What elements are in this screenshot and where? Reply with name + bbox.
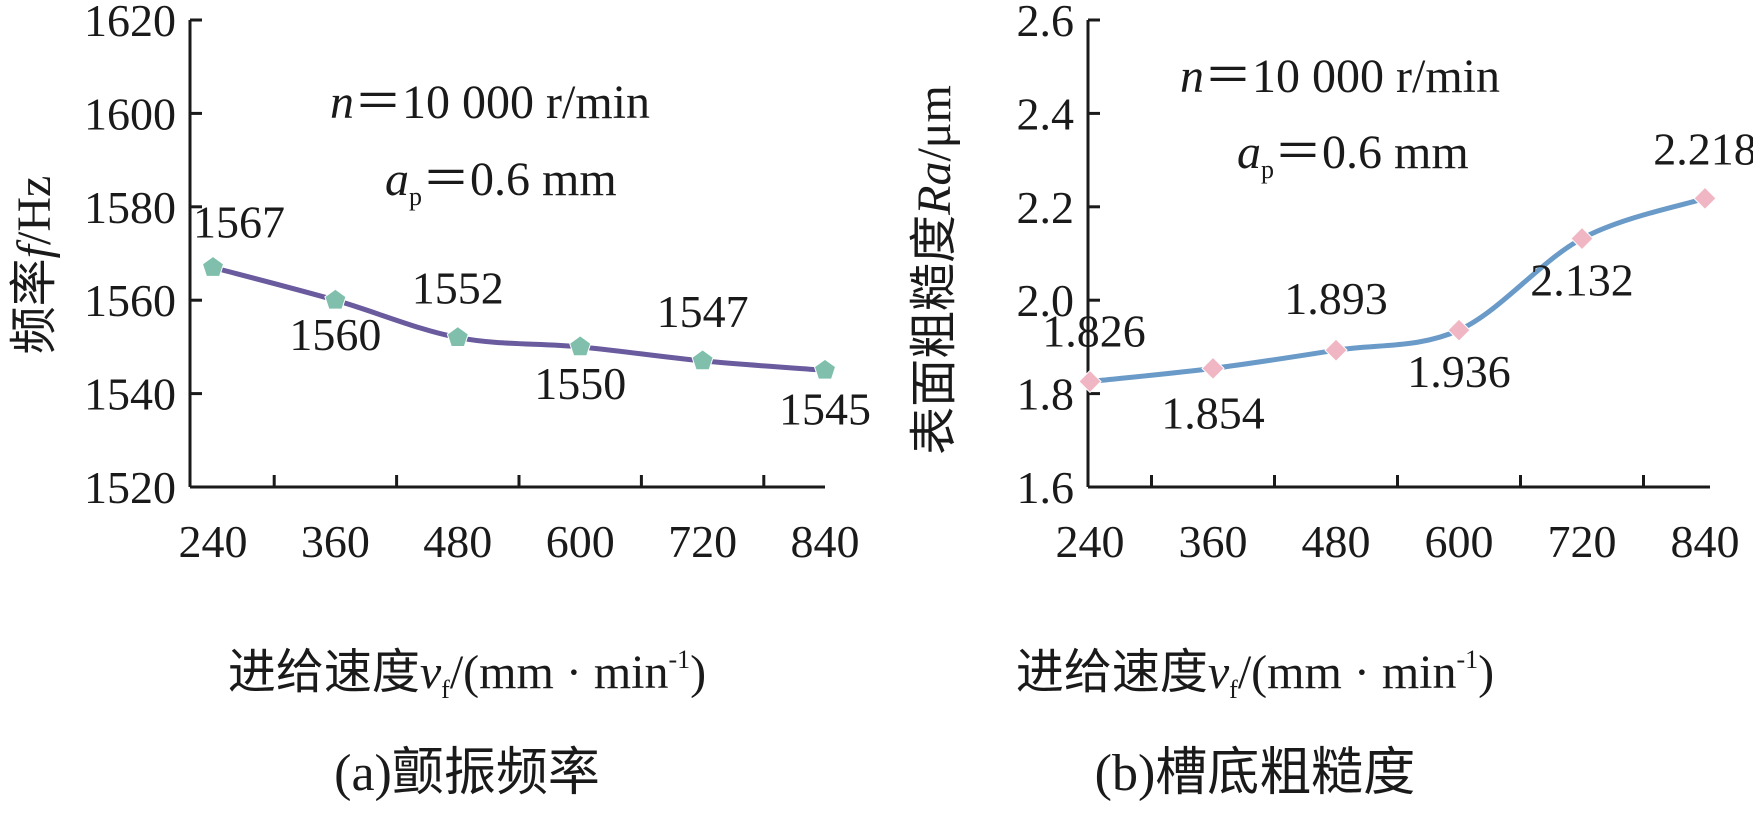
panel-b-x-tick-label: 360 <box>1179 516 1248 567</box>
panel-b-data-label: 1.936 <box>1407 346 1511 397</box>
panel-a-data-label: 1552 <box>412 263 504 314</box>
panel-a-data-point <box>569 335 592 357</box>
panel-b-y-tick-label: 1.8 <box>1017 369 1075 420</box>
panel-b-data-point <box>1570 226 1594 251</box>
panel-a-data-label: 1545 <box>779 383 871 434</box>
panel-b-data-label: 1.854 <box>1161 387 1265 438</box>
panel-a-x-tick-label: 360 <box>301 516 370 567</box>
panel-b-data-point <box>1078 369 1102 394</box>
panel-a-x-ticks: 240 360 480 600 720 840 <box>179 475 860 567</box>
panel-a-y-tick-label: 1520 <box>84 462 176 513</box>
panel-b-annotation-line2: ap＝0.6 mm <box>1237 126 1469 184</box>
panel-b-y-axis-label: 表面粗糙度Ra/μm <box>908 85 961 455</box>
panel-a-caption: (a)颤振频率 <box>334 745 600 802</box>
panel-a-data-label: 1567 <box>193 197 285 248</box>
panel-a-data-labels: 1567 1560 1552 1550 1547 1545 <box>193 197 871 435</box>
panel-a-x-tick-label: 240 <box>179 516 248 567</box>
panel-a-data-label: 1547 <box>657 286 749 337</box>
panel-a-y-tick-label: 1620 <box>84 0 176 46</box>
panel-b-series-line <box>1089 196 1706 384</box>
panel-a-y-tick-label: 1580 <box>84 182 176 233</box>
panel-b-data-label: 2.218 <box>1653 123 1753 174</box>
panel-b-data-labels: 1.826 1.854 1.893 1.936 2.132 2.218 <box>1042 123 1753 438</box>
panel-a-y-tick-label: 1540 <box>84 369 176 420</box>
panel-a-x-tick-label: 600 <box>546 516 615 567</box>
panel-a-y-tick-label: 1560 <box>84 275 176 326</box>
panel-b-data-point <box>1201 356 1225 381</box>
panel-a-series <box>201 255 837 380</box>
panel-b-data-label: 1.893 <box>1284 273 1388 324</box>
panel-b-y-ticks: 1.6 1.8 2.0 2.2 2.4 2.6 <box>1017 0 1100 513</box>
panel-b-roughness: 1.6 1.8 2.0 2.2 2.4 2.6 240 360 480 600 720 840 1.… <box>908 0 1753 802</box>
panel-a-annotation-line1: n＝10 000 r/min <box>330 76 650 129</box>
panel-b-x-tick-label: 600 <box>1425 516 1494 567</box>
panel-a-axes <box>188 20 825 489</box>
panel-a-x-tick-label: 480 <box>423 516 492 567</box>
panel-b-caption: (b)槽底粗糙度 <box>1095 745 1416 802</box>
panel-a-data-point <box>691 349 714 371</box>
panel-b-annotation-line1: n＝10 000 r/min <box>1180 50 1500 103</box>
panel-b-data-point <box>1693 186 1717 211</box>
panel-a-x-axis-label: 进给速度vf/(mm · min-1) <box>228 645 706 704</box>
panel-b-x-tick-label: 240 <box>1056 516 1125 567</box>
panel-b-x-tick-label: 840 <box>1671 516 1740 567</box>
panel-b-series <box>1078 186 1717 394</box>
panel-b-x-ticks: 240 360 480 600 720 840 <box>1056 475 1740 567</box>
panel-a-x-tick-label: 840 <box>791 516 860 567</box>
panel-a-data-point <box>324 288 347 310</box>
panel-a-data-point <box>201 255 225 277</box>
panel-a-data-point <box>446 325 469 347</box>
panel-a-data-point <box>813 358 837 380</box>
panel-b-data-point <box>1447 318 1471 342</box>
panel-b-data-point <box>1324 338 1348 362</box>
panel-b-data-label: 2.132 <box>1530 255 1634 306</box>
panel-b-x-tick-label: 720 <box>1548 516 1617 567</box>
panel-a-data-label: 1550 <box>534 358 626 409</box>
panel-a-y-tick-label: 1600 <box>84 88 176 139</box>
panel-b-y-tick-label: 2.2 <box>1017 182 1075 233</box>
panel-a-x-tick-label: 720 <box>668 516 737 567</box>
panel-b-x-tick-label: 480 <box>1302 516 1371 567</box>
panel-b-x-axis-label: 进给速度vf/(mm · min-1) <box>1016 645 1494 704</box>
panel-a-frequency: 1520 1540 1560 1580 1600 1620 240 360 480 600 720… <box>8 0 871 802</box>
panel-a-series-line <box>212 265 826 373</box>
panel-a-y-axis-label: 频率f/Hz <box>8 176 61 355</box>
panel-b-y-tick-label: 1.6 <box>1017 462 1075 513</box>
panel-a-data-label: 1560 <box>289 309 381 360</box>
panel-b-data-label: 1.826 <box>1042 305 1146 356</box>
panel-b-y-tick-label: 2.6 <box>1017 0 1075 46</box>
panel-b-y-tick-label: 2.0 <box>1017 275 1075 326</box>
panel-a-y-ticks: 1520 1540 1560 1580 1600 1620 <box>84 0 202 513</box>
panel-a-annotation-line2: ap＝0.6 mm <box>385 153 617 211</box>
panel-b-y-tick-label: 2.4 <box>1017 88 1075 139</box>
